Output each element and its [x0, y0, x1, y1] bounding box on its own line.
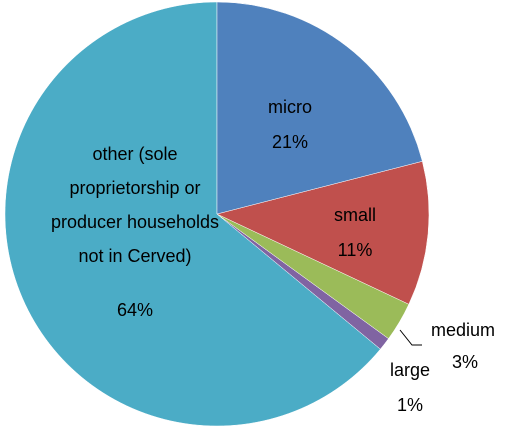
leader-line: [399, 329, 422, 346]
slice-label: small: [333, 205, 376, 225]
value-label: 64%: [116, 300, 154, 320]
pie-slice: [216, 160, 430, 305]
slice-label: large: [389, 360, 431, 380]
slice-label: medium: [430, 320, 496, 340]
value-label: 21%: [271, 132, 309, 152]
value-label: 1%: [396, 395, 424, 415]
slice-label: other (sole proprietorship or producer h…: [50, 144, 220, 266]
pie-slice: [4, 1, 381, 427]
slice-label: micro: [268, 97, 312, 117]
value-label: 3%: [451, 352, 479, 372]
value-label: 11%: [337, 240, 373, 260]
pie-slice: [216, 1, 423, 215]
